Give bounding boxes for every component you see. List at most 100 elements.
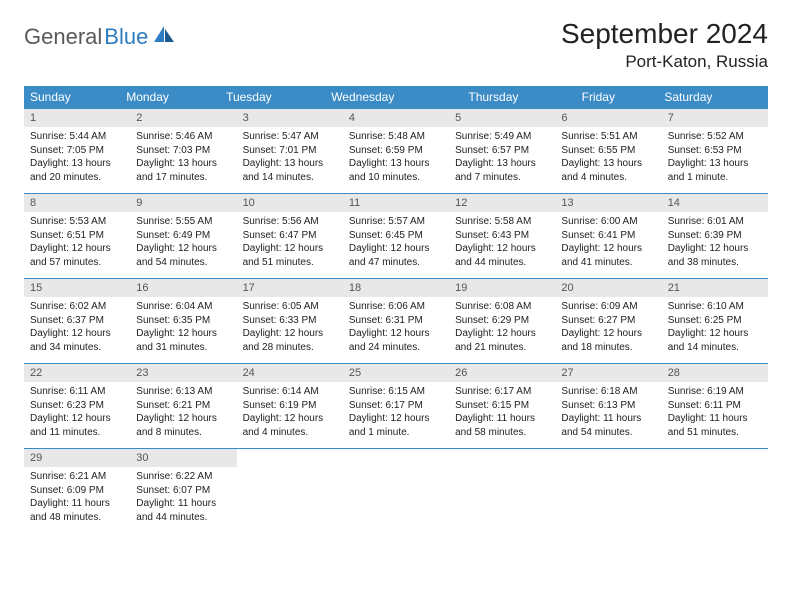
day-cell: 1Sunrise: 5:44 AMSunset: 7:05 PMDaylight…: [24, 109, 130, 194]
day-info: Sunrise: 5:57 AMSunset: 6:45 PMDaylight:…: [343, 212, 449, 278]
day-info-line: and 20 minutes.: [30, 171, 124, 185]
day-number: 8: [24, 194, 130, 212]
day-info-line: and 24 minutes.: [349, 341, 443, 355]
day-info-line: Sunset: 6:11 PM: [668, 399, 762, 413]
day-cell: [555, 449, 661, 534]
day-info-line: Sunrise: 5:52 AM: [668, 130, 762, 144]
day-cell: 17Sunrise: 6:05 AMSunset: 6:33 PMDayligh…: [237, 279, 343, 364]
day-info-line: Sunrise: 6:02 AM: [30, 300, 124, 314]
day-cell: [343, 449, 449, 534]
day-number: 12: [449, 194, 555, 212]
weeks-table: 1Sunrise: 5:44 AMSunset: 7:05 PMDaylight…: [24, 108, 768, 533]
day-number: 2: [130, 109, 236, 127]
day-info-line: Daylight: 13 hours: [30, 157, 124, 171]
day-number: 4: [343, 109, 449, 127]
day-header-row: Sunday Monday Tuesday Wednesday Thursday…: [24, 86, 768, 108]
dayhead-fri: Friday: [576, 86, 659, 108]
day-info-line: Sunset: 6:13 PM: [561, 399, 655, 413]
calendar-page: GeneralBlue September 2024 Port-Katon, R…: [0, 0, 792, 551]
day-info-line: Daylight: 11 hours: [30, 497, 124, 511]
day-info: Sunrise: 5:53 AMSunset: 6:51 PMDaylight:…: [24, 212, 130, 278]
day-number: 20: [555, 279, 661, 297]
day-info: Sunrise: 6:11 AMSunset: 6:23 PMDaylight:…: [24, 382, 130, 448]
day-cell: 29Sunrise: 6:21 AMSunset: 6:09 PMDayligh…: [24, 449, 130, 534]
day-info-line: Sunrise: 6:19 AM: [668, 385, 762, 399]
day-info-line: Sunrise: 6:04 AM: [136, 300, 230, 314]
day-number: 22: [24, 364, 130, 382]
day-number: 17: [237, 279, 343, 297]
dayhead-thu: Thursday: [462, 86, 575, 108]
day-info-line: Daylight: 13 hours: [243, 157, 337, 171]
day-cell: 12Sunrise: 5:58 AMSunset: 6:43 PMDayligh…: [449, 194, 555, 279]
day-info-line: and 4 minutes.: [243, 426, 337, 440]
day-number: 14: [662, 194, 768, 212]
day-number: 13: [555, 194, 661, 212]
day-info-line: Sunset: 6:09 PM: [30, 484, 124, 498]
day-info-line: Sunset: 6:27 PM: [561, 314, 655, 328]
day-info: Sunrise: 5:46 AMSunset: 7:03 PMDaylight:…: [130, 127, 236, 193]
day-cell: 28Sunrise: 6:19 AMSunset: 6:11 PMDayligh…: [662, 364, 768, 449]
day-info: Sunrise: 6:04 AMSunset: 6:35 PMDaylight:…: [130, 297, 236, 363]
day-info-line: Sunset: 6:37 PM: [30, 314, 124, 328]
day-info: Sunrise: 6:06 AMSunset: 6:31 PMDaylight:…: [343, 297, 449, 363]
day-number: 1: [24, 109, 130, 127]
week-row: 8Sunrise: 5:53 AMSunset: 6:51 PMDaylight…: [24, 194, 768, 279]
day-info-line: and 17 minutes.: [136, 171, 230, 185]
day-info-line: Sunrise: 6:22 AM: [136, 470, 230, 484]
day-info-line: Sunrise: 5:49 AM: [455, 130, 549, 144]
day-number: 6: [555, 109, 661, 127]
day-number: 3: [237, 109, 343, 127]
day-info-line: Daylight: 12 hours: [561, 242, 655, 256]
day-info-line: Sunrise: 5:48 AM: [349, 130, 443, 144]
day-info-line: and 7 minutes.: [455, 171, 549, 185]
day-info-line: Sunset: 6:25 PM: [668, 314, 762, 328]
day-info-line: Sunrise: 6:11 AM: [30, 385, 124, 399]
day-info-line: and 47 minutes.: [349, 256, 443, 270]
day-info-line: Daylight: 12 hours: [136, 412, 230, 426]
day-cell: 8Sunrise: 5:53 AMSunset: 6:51 PMDaylight…: [24, 194, 130, 279]
day-info-line: Sunset: 6:43 PM: [455, 229, 549, 243]
day-cell: 15Sunrise: 6:02 AMSunset: 6:37 PMDayligh…: [24, 279, 130, 364]
day-number: 10: [237, 194, 343, 212]
day-number: 25: [343, 364, 449, 382]
day-info-line: Daylight: 13 hours: [561, 157, 655, 171]
day-info-line: Daylight: 12 hours: [30, 242, 124, 256]
day-info-line: and 11 minutes.: [30, 426, 124, 440]
day-number: 23: [130, 364, 236, 382]
day-info-line: Daylight: 12 hours: [561, 327, 655, 341]
day-info-line: Daylight: 11 hours: [136, 497, 230, 511]
day-info-line: Sunset: 6:33 PM: [243, 314, 337, 328]
day-info: Sunrise: 5:52 AMSunset: 6:53 PMDaylight:…: [662, 127, 768, 193]
day-cell: [237, 449, 343, 534]
day-info-line: Sunrise: 6:13 AM: [136, 385, 230, 399]
day-number: 30: [130, 449, 236, 467]
day-cell: 14Sunrise: 6:01 AMSunset: 6:39 PMDayligh…: [662, 194, 768, 279]
day-cell: [662, 449, 768, 534]
day-number: 9: [130, 194, 236, 212]
day-cell: 16Sunrise: 6:04 AMSunset: 6:35 PMDayligh…: [130, 279, 236, 364]
day-info-line: Sunset: 7:03 PM: [136, 144, 230, 158]
day-info-line: Sunset: 6:35 PM: [136, 314, 230, 328]
day-info-line: Daylight: 12 hours: [349, 412, 443, 426]
day-info-line: and 48 minutes.: [30, 511, 124, 525]
day-cell: 18Sunrise: 6:06 AMSunset: 6:31 PMDayligh…: [343, 279, 449, 364]
day-info: Sunrise: 6:21 AMSunset: 6:09 PMDaylight:…: [24, 467, 130, 533]
day-info-line: Sunset: 6:47 PM: [243, 229, 337, 243]
day-info-line: Sunrise: 6:15 AM: [349, 385, 443, 399]
title-block: September 2024 Port-Katon, Russia: [561, 18, 768, 72]
day-info-line: and 57 minutes.: [30, 256, 124, 270]
day-number: 29: [24, 449, 130, 467]
day-info-line: and 51 minutes.: [668, 426, 762, 440]
day-info-line: and 1 minute.: [668, 171, 762, 185]
dayhead-sun: Sunday: [24, 86, 120, 108]
day-info-line: Sunrise: 6:18 AM: [561, 385, 655, 399]
day-number: 27: [555, 364, 661, 382]
day-info-line: Daylight: 12 hours: [243, 327, 337, 341]
day-info-line: Daylight: 12 hours: [136, 327, 230, 341]
day-info-line: and 28 minutes.: [243, 341, 337, 355]
day-cell: 9Sunrise: 5:55 AMSunset: 6:49 PMDaylight…: [130, 194, 236, 279]
day-cell: 3Sunrise: 5:47 AMSunset: 7:01 PMDaylight…: [237, 109, 343, 194]
dayhead-wed: Wednesday: [325, 86, 462, 108]
day-number: 7: [662, 109, 768, 127]
day-info-line: and 18 minutes.: [561, 341, 655, 355]
